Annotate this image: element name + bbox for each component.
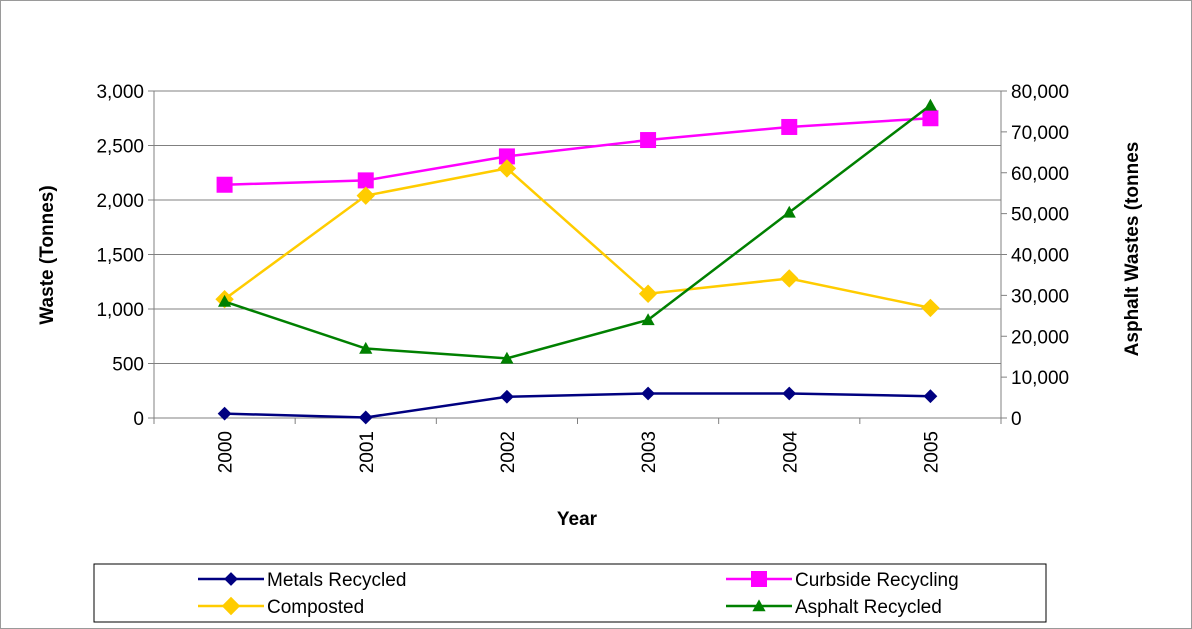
legend-label: Asphalt Recycled bbox=[795, 597, 942, 618]
legend-entry: Curbside Recycling bbox=[726, 570, 959, 591]
x-axis-title: Year bbox=[557, 509, 598, 530]
data-point bbox=[641, 313, 655, 326]
data-point bbox=[359, 341, 373, 354]
y2-tick-label: 80,000 bbox=[1011, 82, 1069, 103]
data-point bbox=[922, 110, 939, 127]
data-point bbox=[780, 269, 799, 288]
y-tick-label: 2,000 bbox=[96, 191, 144, 212]
y-tick-label: 500 bbox=[112, 355, 144, 376]
data-point bbox=[921, 298, 940, 318]
data-point bbox=[217, 406, 232, 421]
x-tick-label: 2001 bbox=[357, 431, 378, 473]
x-tick-label: 2000 bbox=[216, 431, 237, 473]
y2-tick-label: 60,000 bbox=[1011, 164, 1069, 185]
data-point bbox=[500, 389, 514, 404]
data-point bbox=[357, 172, 374, 189]
legend-swatch-marker bbox=[751, 571, 767, 587]
legend-entry: Composted bbox=[198, 596, 364, 618]
tick-labels: 0 500 1,000 1,500 2,000 2,500 3,000 0 10,000 20,0… bbox=[96, 82, 1069, 473]
legend-label: Composted bbox=[267, 597, 364, 618]
data-point bbox=[638, 284, 658, 303]
y-tick-label: 2,500 bbox=[96, 137, 144, 158]
series-asphalt-recycled bbox=[217, 98, 938, 364]
x-tick-label: 2003 bbox=[639, 431, 660, 473]
data-point bbox=[216, 176, 233, 193]
y2-tick-label: 20,000 bbox=[1011, 327, 1069, 348]
data-point bbox=[781, 118, 798, 135]
y-tick-label: 3,000 bbox=[96, 82, 144, 103]
y-axis-title: Waste (Tonnes) bbox=[37, 185, 58, 324]
x-tick-label: 2005 bbox=[921, 431, 942, 473]
legend-label: Curbside Recycling bbox=[795, 570, 959, 591]
data-point bbox=[217, 294, 232, 307]
series-line bbox=[224, 104, 932, 360]
data-point bbox=[358, 410, 373, 425]
data-point bbox=[356, 186, 375, 205]
data-point bbox=[923, 389, 938, 404]
y-tick-label: 0 bbox=[133, 409, 144, 430]
series-line bbox=[224, 392, 931, 419]
legend-entry: Asphalt Recycled bbox=[726, 597, 942, 618]
data-point bbox=[782, 386, 797, 401]
legend-box bbox=[93, 563, 1047, 623]
y2-axis-title: Asphalt Wastes (tonnes bbox=[1122, 142, 1143, 357]
data-point bbox=[923, 98, 938, 111]
data-point bbox=[640, 132, 657, 149]
y-tick-label: 1,500 bbox=[96, 246, 144, 267]
legend-swatch-marker bbox=[224, 572, 238, 586]
data-point bbox=[782, 205, 796, 218]
y2-tick-label: 0 bbox=[1011, 409, 1022, 430]
legend-swatch-marker bbox=[752, 599, 766, 612]
y2-tick-label: 40,000 bbox=[1011, 246, 1069, 267]
y2-tick-label: 30,000 bbox=[1011, 286, 1069, 307]
y2-tick-label: 70,000 bbox=[1011, 123, 1069, 144]
series-metals-recycled bbox=[217, 386, 938, 425]
series-lines bbox=[215, 98, 940, 425]
legend: Metals Recycled Curbside Recycling Compost… bbox=[93, 563, 1047, 623]
y2-tick-label: 10,000 bbox=[1011, 368, 1069, 389]
data-point bbox=[500, 351, 514, 364]
x-tick-label: 2004 bbox=[780, 431, 801, 474]
gridlines bbox=[154, 90, 1001, 364]
legend-swatch-marker bbox=[221, 596, 241, 616]
data-point bbox=[497, 159, 517, 178]
y2-tick-label: 50,000 bbox=[1011, 205, 1069, 226]
series-curbside-recycling bbox=[216, 110, 939, 193]
series-line bbox=[223, 167, 931, 310]
series-line bbox=[224, 117, 931, 186]
legend-label: Metals Recycled bbox=[267, 570, 406, 591]
data-point bbox=[498, 148, 515, 165]
data-point bbox=[641, 386, 655, 401]
legend-entry: Metals Recycled bbox=[198, 570, 406, 591]
y-tick-label: 1,000 bbox=[96, 300, 144, 321]
x-tick-label: 2002 bbox=[498, 431, 519, 473]
